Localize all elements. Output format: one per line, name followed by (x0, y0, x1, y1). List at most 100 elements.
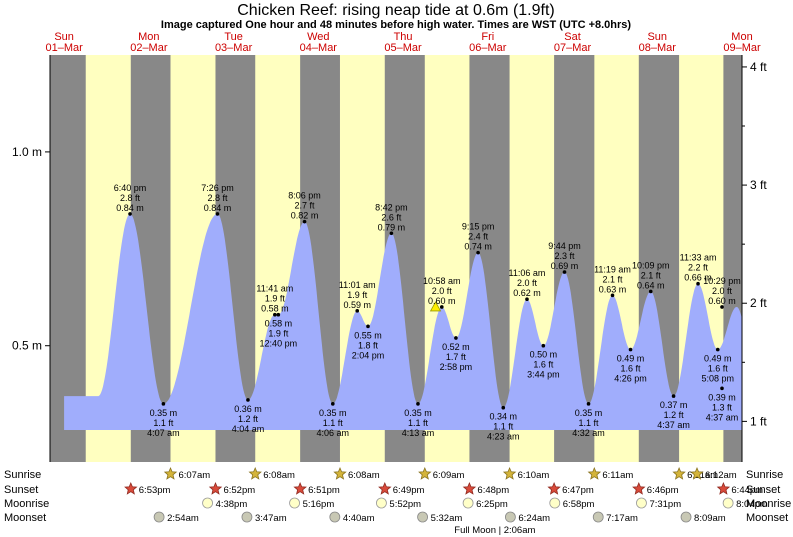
tide-height-ft: 1.1 ft (323, 418, 344, 428)
tide-time: 4:26 pm (614, 374, 647, 384)
sunrise-row-label-right: Sunrise (746, 469, 783, 481)
sunrise-icon (690, 466, 704, 480)
tide-height-m: 0.58 m (261, 304, 289, 314)
tide-height-ft: 2.2 ft (688, 263, 709, 273)
tide-area (64, 214, 743, 430)
day-date: 04–Mar (300, 42, 338, 54)
day-date: 03–Mar (215, 42, 253, 54)
moonset-icon (504, 511, 516, 523)
sunset-time: 6:47pm (562, 485, 594, 496)
tide-point (416, 402, 420, 406)
tide-time: 4:13 am (402, 428, 435, 438)
day-name: Sun (54, 31, 74, 43)
tide-height-ft: 2.1 ft (641, 270, 662, 280)
sunrise-icon (502, 466, 517, 480)
tide-time: 9:44 pm (548, 241, 581, 251)
tide-height-m: 0.49 m (704, 354, 732, 364)
tide-point (454, 336, 458, 340)
tide-height-m: 0.63 m (599, 284, 627, 294)
tide-point (525, 297, 529, 302)
tide-time: 4:32 am (572, 428, 605, 438)
tide-time: 10:58 am (423, 276, 461, 286)
tide-time: 10:29 pm (703, 276, 741, 286)
moonrise-time: 4:38pm (216, 499, 248, 510)
tide-time: 11:41 am (256, 284, 293, 294)
moonset-time: 2:54am (167, 513, 199, 524)
sunrise-row-label: Sunrise (4, 469, 41, 481)
sunrise-icon (418, 466, 432, 480)
sunset-icon (124, 481, 138, 495)
astro-table: Sunrise Sunrise Sunset Sunset Moonrise Moonri… (4, 466, 791, 536)
moonrise-time: 8:04pm (736, 499, 768, 510)
tide-point (720, 386, 724, 391)
tide-height-m: 0.60 m (428, 296, 456, 306)
sunset-icon (547, 481, 561, 495)
sunset-row-label-right: Sunset (746, 484, 780, 496)
moonset-icon (241, 511, 253, 523)
tide-point (586, 402, 591, 406)
moonset-time: 8:09am (694, 513, 726, 524)
moonset-time: 6:24am (518, 513, 550, 524)
tide-time: 10:09 pm (632, 260, 670, 270)
tide-time: 5:08 pm (701, 374, 734, 384)
tide-point (501, 405, 506, 410)
tide-height-ft: 1.2 ft (664, 410, 685, 420)
tide-height-m: 0.34 m (490, 412, 518, 422)
tide-height-ft: 1.1 ft (153, 418, 174, 428)
tide-time: 7:26 pm (201, 183, 234, 193)
tide-time: 8:06 pm (288, 191, 321, 201)
tide-height-m: 0.74 m (464, 242, 492, 252)
sunrise-icon (587, 466, 602, 480)
tide-point (562, 270, 567, 274)
tide-point (715, 347, 720, 352)
tide-time: 4:04 am (232, 424, 265, 434)
tide-height-m: 0.37 m (660, 400, 688, 410)
day-name: Thu (394, 31, 413, 43)
tide-height-m: 0.35 m (404, 408, 432, 418)
tide-point (331, 402, 335, 406)
tide-height-ft: 2.8 ft (207, 193, 228, 203)
moonrise-icon (462, 497, 474, 509)
sunset-icon (293, 481, 307, 495)
tide-time: 9:15 pm (462, 222, 495, 232)
moonset-row-label-right: Moonset (746, 512, 788, 524)
tide-point (439, 305, 444, 309)
moonrise-time: 6:25pm (476, 499, 508, 510)
sunset-time: 6:51pm (308, 485, 340, 496)
left-axis-tick-label: 1.0 m (12, 145, 42, 159)
tide-height-m: 0.84 m (204, 203, 232, 213)
tide-height-ft: 1.1 ft (493, 422, 514, 432)
moonrise-time: 6:58pm (563, 499, 595, 510)
day-date: 01–Mar (45, 42, 83, 54)
tide-height-m: 0.60 m (708, 296, 736, 306)
day-name: Mon (138, 31, 159, 43)
tide-time: 4:23 am (487, 432, 520, 442)
tide-height-m: 0.82 m (291, 211, 319, 221)
tide-height-ft: 1.6 ft (533, 360, 554, 370)
day-date: 02–Mar (130, 42, 168, 54)
sunrise-time: 6:09am (433, 470, 465, 481)
moonset-time: 7:17am (606, 513, 638, 524)
tide-point (366, 324, 370, 329)
tide-labels: 6:40 pm2.8 ft0.84 m0.35 m1.1 ft4:07 am7:… (114, 183, 741, 442)
day-name: Wed (307, 31, 329, 43)
tide-curve (64, 214, 743, 430)
tide-point (128, 212, 132, 216)
sunset-icon (462, 481, 477, 495)
tide-height-m: 0.49 m (617, 354, 645, 364)
day-date: 08–Mar (639, 42, 677, 54)
tide-time: 4:37 am (706, 412, 739, 422)
tide-time: 4:37 am (657, 420, 690, 430)
day-date: 06–Mar (469, 42, 507, 54)
moonrise-time: 5:16pm (303, 499, 335, 510)
tide-time: 6:40 pm (114, 183, 147, 193)
day-name: Tue (224, 31, 243, 43)
tide-time: 2:58 pm (440, 362, 473, 372)
tide-point (276, 312, 281, 317)
tide-height-ft: 2.3 ft (555, 251, 576, 261)
sunrise-icon (248, 466, 262, 480)
sunrise-time: 6:11am (687, 470, 718, 481)
tide-height-ft: 2.4 ft (468, 232, 489, 242)
sunrise-time: 6:08am (263, 470, 295, 481)
tide-point (541, 343, 546, 348)
